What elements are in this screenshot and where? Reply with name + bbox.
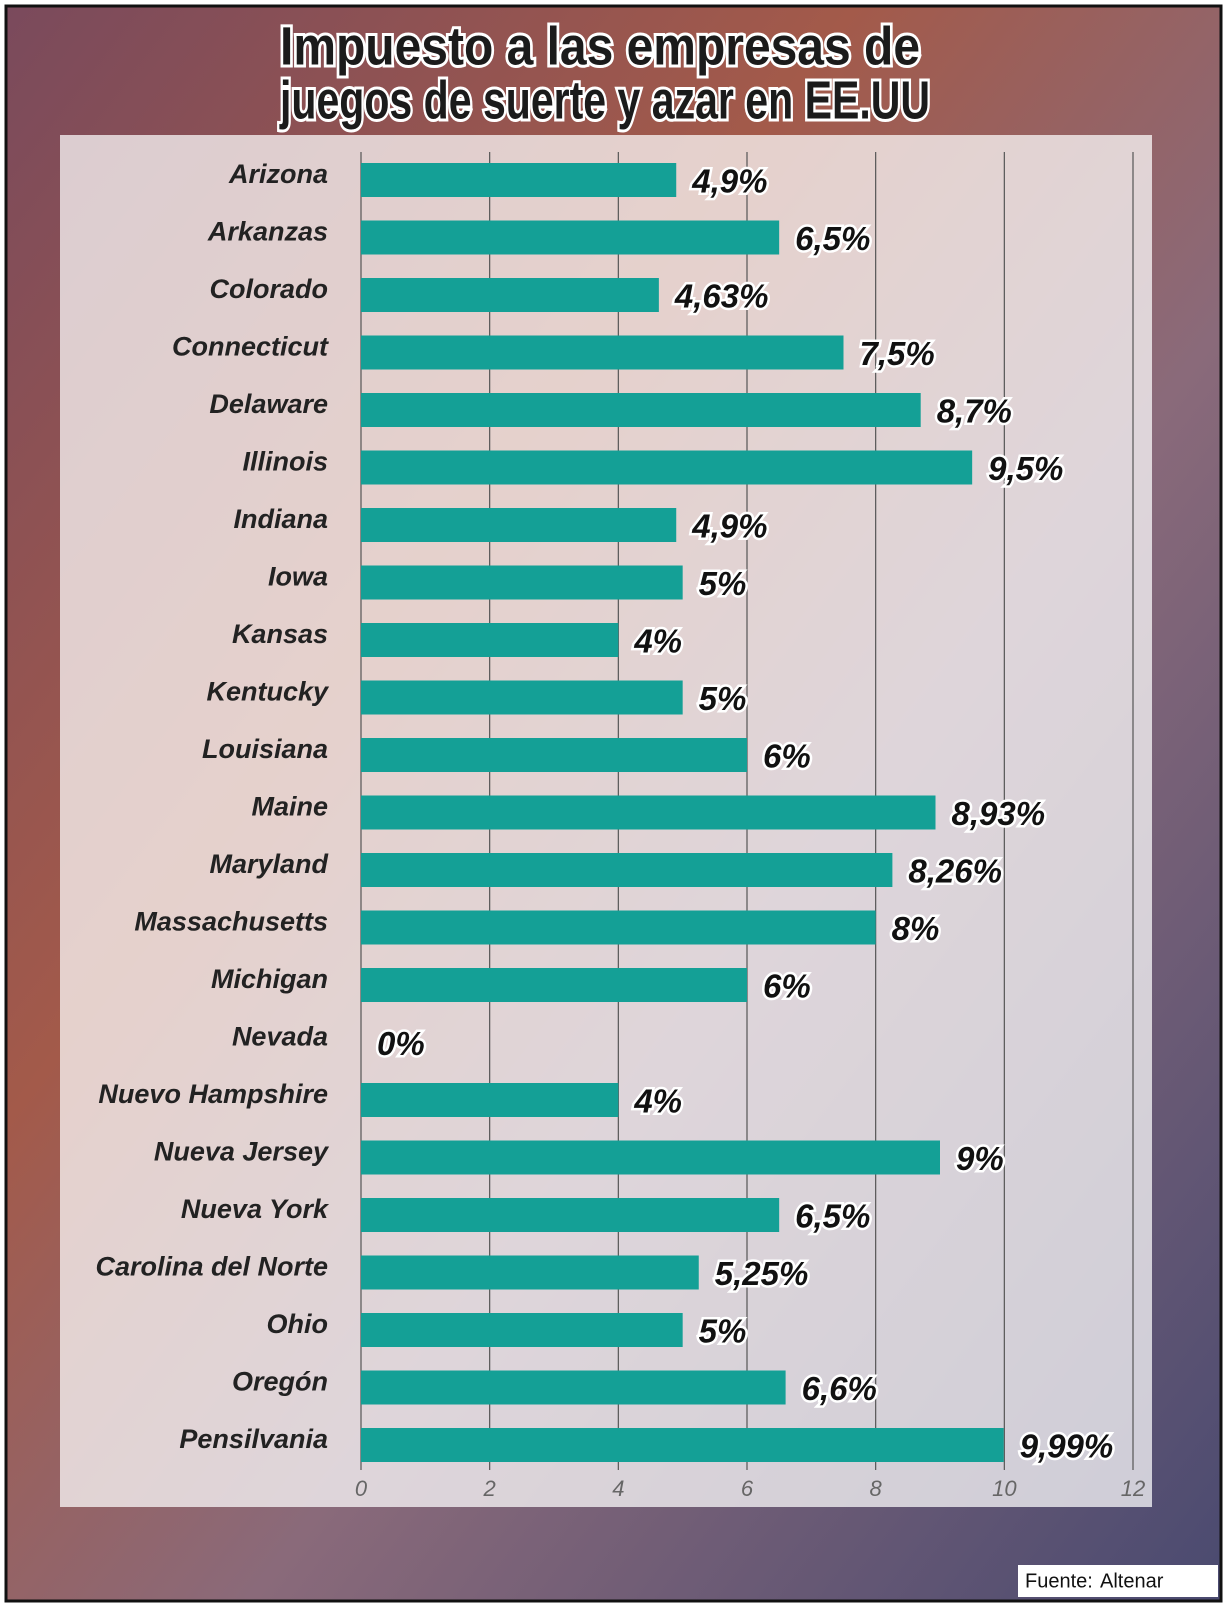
source: Altenar <box>1100 1570 1164 1592</box>
category-label: Connecticut <box>172 332 329 362</box>
bar <box>361 1370 786 1405</box>
bar <box>361 968 747 1002</box>
bar <box>361 163 677 197</box>
category-label: Kentucky <box>206 677 330 707</box>
value-label: 6,6% <box>802 1370 877 1407</box>
bar <box>361 623 619 657</box>
category-label: Illinois <box>242 447 328 477</box>
value-label: 6% <box>763 968 811 1005</box>
category-label: Delaware <box>209 389 328 419</box>
category-label: Indiana <box>233 504 328 534</box>
bar <box>361 853 893 887</box>
category-label: Massachusetts <box>134 907 328 937</box>
category-label: Nueva Jersey <box>154 1137 330 1167</box>
category-label: Nueva York <box>181 1194 330 1224</box>
plot: 0 2 4 6 8 10 12 Arizona 4,9% Arkanzas 6,5% Colorado… <box>95 152 1145 1501</box>
x-tick-label: 10 <box>992 1476 1017 1501</box>
value-label: 7,5% <box>860 335 935 372</box>
value-label: 6% <box>763 738 811 775</box>
source-box <box>1018 1565 1218 1597</box>
category-label: Maryland <box>209 849 328 879</box>
value-label: 8,93% <box>951 795 1045 832</box>
bar <box>361 795 936 830</box>
bar <box>361 565 683 600</box>
value-label: 8% <box>892 910 940 947</box>
value-label: 4,9% <box>691 508 767 545</box>
value-label: 9% <box>956 1140 1004 1177</box>
category-label: Colorado <box>210 274 329 304</box>
category-label: Pensilvania <box>179 1424 328 1454</box>
x-tick-label: 8 <box>870 1476 883 1501</box>
category-label: Maine <box>251 792 328 822</box>
value-label: 6,5% <box>795 1198 870 1235</box>
bar <box>361 738 747 772</box>
category-label: Michigan <box>211 964 328 994</box>
value-label: 4% <box>633 623 682 660</box>
value-label: 5% <box>699 680 747 717</box>
x-tick-label: 0 <box>355 1476 368 1501</box>
value-label: 9,5% <box>988 450 1063 487</box>
bar <box>361 1255 699 1290</box>
bar <box>361 910 876 945</box>
x-tick-label: 12 <box>1121 1476 1145 1501</box>
category-label: Arkanzas <box>207 217 328 247</box>
bar <box>361 1083 619 1117</box>
bar <box>361 508 677 542</box>
value-label: 4,63% <box>674 278 769 315</box>
category-label: Oregón <box>232 1367 328 1397</box>
bar <box>361 450 973 485</box>
x-tick-label: 2 <box>483 1476 496 1501</box>
x-tick-label: 4 <box>612 1476 624 1501</box>
bar <box>361 1313 683 1347</box>
value-label: 0% <box>377 1025 425 1062</box>
category-label: Iowa <box>268 562 328 592</box>
category-label: Arizona <box>228 159 328 189</box>
bar <box>361 335 844 370</box>
value-label: 5% <box>699 565 747 602</box>
value-label: 5% <box>699 1313 747 1350</box>
bar <box>361 393 921 427</box>
category-label: Kansas <box>232 619 328 649</box>
x-tick-label: 6 <box>741 1476 754 1501</box>
value-label: 6,5% <box>795 220 870 257</box>
bar <box>361 680 683 715</box>
bar <box>361 278 659 312</box>
bar <box>361 1140 940 1175</box>
category-label: Carolina del Norte <box>95 1252 328 1282</box>
bar <box>361 220 780 255</box>
category-label: Louisiana <box>202 734 328 764</box>
chart-title: Impuesto a las empresas de <box>280 16 920 76</box>
category-label: Nuevo Hampshire <box>98 1079 328 1109</box>
chart-title: juegos de suerte y azar en EE.UU <box>279 70 930 130</box>
source-label: Fuente: <box>1025 1570 1093 1592</box>
value-label: 5,25% <box>715 1255 809 1292</box>
bar <box>361 1198 780 1232</box>
value-label: 4,9% <box>691 163 767 200</box>
value-label: 8,26% <box>908 853 1002 890</box>
category-label: Nevada <box>232 1022 328 1052</box>
value-label: 8,7% <box>937 393 1012 430</box>
category-label: Ohio <box>267 1309 329 1339</box>
bar <box>361 1428 1004 1462</box>
value-label: 9,99% <box>1020 1428 1114 1465</box>
value-label: 4% <box>633 1083 682 1120</box>
